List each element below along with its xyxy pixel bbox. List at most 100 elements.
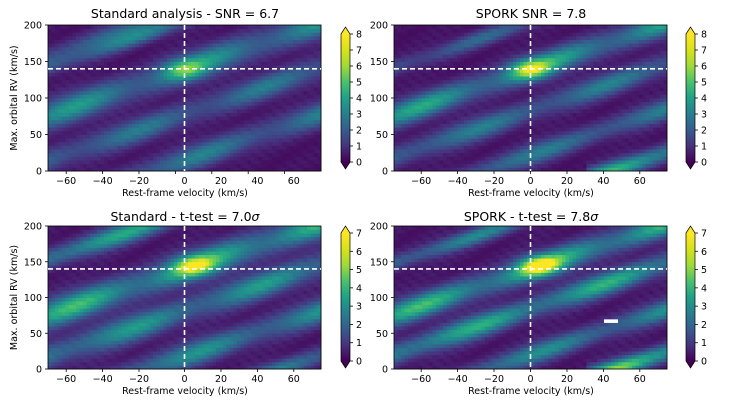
heatmap-cell bbox=[418, 35, 423, 40]
heatmap-cell bbox=[513, 76, 517, 81]
heatmap-cell bbox=[425, 83, 430, 88]
heatmap-cell bbox=[58, 79, 63, 84]
heatmap-cell bbox=[544, 138, 549, 143]
heatmap-cell bbox=[198, 105, 203, 110]
heatmap-cell bbox=[188, 108, 192, 113]
heatmap-cell bbox=[443, 83, 447, 88]
heatmap-cell bbox=[86, 145, 91, 150]
heatmap-cell bbox=[163, 25, 168, 30]
heatmap-cell bbox=[114, 119, 119, 124]
heatmap-cell bbox=[212, 43, 217, 48]
heatmap-cell bbox=[216, 87, 220, 92]
heatmap-cell bbox=[216, 57, 220, 62]
heatmap-cell bbox=[397, 130, 402, 135]
heatmap-cell bbox=[160, 54, 164, 59]
heatmap-cell bbox=[432, 101, 437, 106]
heatmap-cell bbox=[261, 25, 266, 30]
heatmap-cell bbox=[230, 116, 234, 121]
heatmap-cell bbox=[205, 90, 210, 95]
heatmap-cell bbox=[205, 72, 210, 77]
heatmap-cell bbox=[107, 105, 112, 110]
heatmap-cell bbox=[139, 39, 143, 44]
heatmap-cell bbox=[93, 50, 98, 55]
heatmap-cell bbox=[205, 149, 210, 154]
heatmap-cell bbox=[83, 94, 87, 99]
heatmap-cell bbox=[474, 149, 479, 154]
heatmap-cell bbox=[128, 46, 133, 51]
heatmap-cell bbox=[261, 116, 266, 121]
heatmap-cell bbox=[495, 61, 500, 66]
heatmap-cell bbox=[436, 76, 440, 81]
heatmap-cell bbox=[453, 54, 458, 59]
heatmap-cell bbox=[212, 25, 217, 30]
heatmap-cell bbox=[520, 167, 524, 172]
heatmap-cell bbox=[303, 43, 308, 48]
heatmap-cell bbox=[425, 54, 430, 59]
heatmap-cell bbox=[216, 68, 220, 73]
heatmap-cell bbox=[411, 72, 416, 77]
heatmap-cell bbox=[548, 54, 552, 59]
heatmap-cell bbox=[261, 87, 266, 92]
heatmap-cell bbox=[478, 72, 482, 77]
heatmap-cell bbox=[230, 54, 234, 59]
heatmap-cell bbox=[530, 50, 535, 55]
heatmap-cell bbox=[436, 160, 440, 165]
heatmap-cell bbox=[300, 119, 304, 124]
heatmap-cell bbox=[300, 138, 304, 143]
heatmap-cell bbox=[247, 156, 252, 161]
heatmap-cell bbox=[401, 160, 405, 165]
heatmap-cell bbox=[488, 35, 493, 40]
heatmap-cell bbox=[202, 83, 206, 88]
heatmap-cell bbox=[289, 134, 294, 139]
heatmap-cell bbox=[300, 50, 304, 55]
heatmap-cell bbox=[48, 46, 52, 51]
heatmap-cell bbox=[132, 163, 136, 168]
heatmap-cell bbox=[191, 116, 196, 121]
colorbar-extend-min bbox=[341, 162, 350, 169]
heatmap-cell bbox=[90, 79, 94, 84]
heatmap-cell bbox=[265, 94, 269, 99]
heatmap-cell bbox=[251, 65, 255, 70]
heatmap-cell bbox=[265, 116, 269, 121]
heatmap-cell bbox=[55, 87, 59, 92]
heatmap-cell bbox=[205, 119, 210, 124]
heatmap-cell bbox=[65, 43, 70, 48]
y-tick-label: 100 bbox=[24, 94, 42, 105]
heatmap-cell bbox=[240, 101, 245, 106]
heatmap-cell bbox=[48, 79, 52, 84]
heatmap-cell bbox=[184, 65, 189, 70]
heatmap-cell bbox=[226, 149, 231, 154]
heatmap-cell bbox=[128, 145, 133, 150]
heatmap-cell bbox=[121, 134, 126, 139]
heatmap-cell bbox=[251, 90, 255, 95]
heatmap-cell bbox=[537, 149, 542, 154]
heatmap-cell bbox=[202, 127, 206, 132]
heatmap-cell bbox=[163, 50, 168, 55]
heatmap-cell bbox=[142, 76, 147, 81]
heatmap-cell bbox=[495, 152, 500, 157]
heatmap-cell bbox=[397, 50, 402, 55]
heatmap-cell bbox=[286, 156, 290, 161]
heatmap-cell bbox=[209, 145, 213, 150]
heatmap-cell bbox=[216, 98, 220, 103]
heatmap-cell bbox=[65, 68, 70, 73]
heatmap-cell bbox=[167, 101, 171, 106]
heatmap-cell bbox=[272, 54, 276, 59]
heatmap-cell bbox=[58, 167, 63, 172]
heatmap-cell bbox=[170, 32, 175, 37]
heatmap-cell bbox=[195, 130, 199, 135]
heatmap-cell bbox=[247, 134, 252, 139]
heatmap-cell bbox=[488, 116, 493, 121]
heatmap-cell bbox=[216, 138, 220, 143]
heatmap-cell bbox=[104, 138, 108, 143]
heatmap-cell bbox=[181, 116, 185, 121]
heatmap-cell bbox=[202, 61, 206, 66]
heatmap-cell bbox=[254, 28, 259, 33]
heatmap-cell bbox=[48, 163, 52, 168]
heatmap-cell bbox=[244, 87, 248, 92]
heatmap-cell bbox=[460, 39, 465, 44]
heatmap-cell bbox=[317, 68, 322, 73]
heatmap-cell bbox=[404, 61, 409, 66]
heatmap-cell bbox=[488, 138, 493, 143]
heatmap-cell bbox=[146, 25, 150, 30]
